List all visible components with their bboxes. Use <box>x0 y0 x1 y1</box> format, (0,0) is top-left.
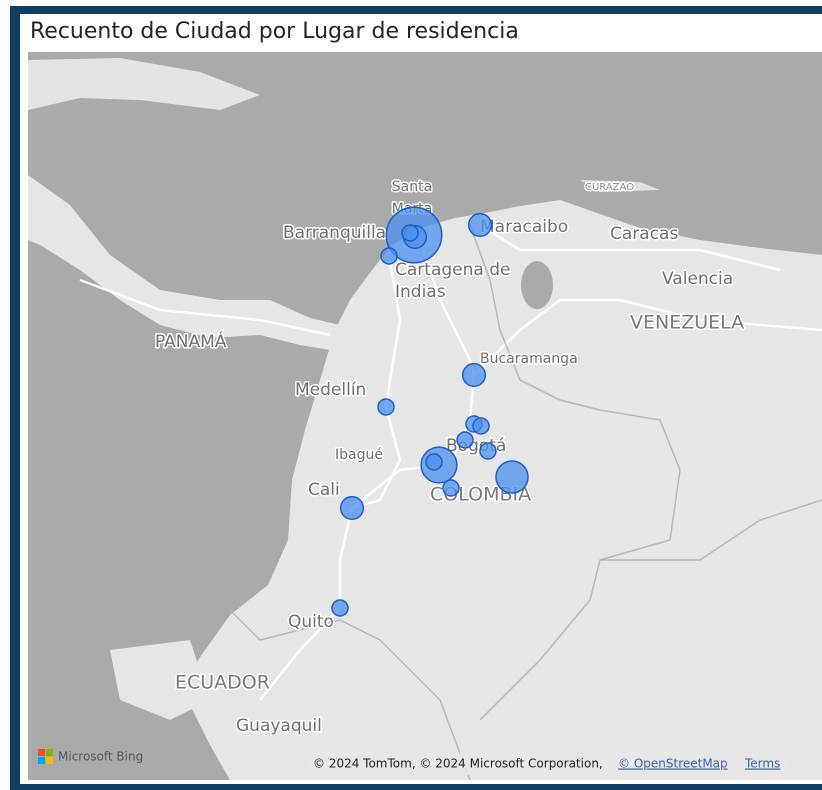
place-label: Bucaramanga <box>480 351 578 367</box>
bubbles <box>331 206 529 617</box>
bubble <box>401 224 419 242</box>
lake-maracaibo <box>521 261 553 309</box>
place-label: VENEZUELA <box>630 312 744 334</box>
attribution: © 2024 TomTom, © 2024 Microsoft Corporat… <box>313 757 603 771</box>
bubble <box>456 431 474 449</box>
bubble <box>479 442 497 460</box>
logo-square <box>38 749 45 756</box>
bubble <box>442 479 460 497</box>
place-label: Medellín <box>295 380 366 400</box>
bubble <box>380 247 398 265</box>
place-label: Cartagena de <box>395 260 510 280</box>
curazao-island <box>580 180 660 192</box>
place-label: Guayaquil <box>236 716 322 736</box>
map-labels: SantaMartaBarranquillaMaracaiboCURAZAOCa… <box>154 178 746 738</box>
roads <box>79 223 822 701</box>
logo-square <box>46 749 53 756</box>
place-label: Ibagué <box>335 447 383 463</box>
logo-square <box>38 757 45 764</box>
place-label: Cali <box>308 480 340 500</box>
brand: Microsoft Bing <box>58 750 143 764</box>
place-label: ECUADOR <box>175 672 270 694</box>
place-label: CURAZAO <box>585 182 634 193</box>
frame-top <box>10 6 822 14</box>
terms-link-text[interactable]: Terms <box>744 757 780 771</box>
frame-bottom <box>20 784 822 790</box>
place-label: Quito <box>288 612 334 632</box>
bubble <box>377 398 395 416</box>
place-label: Bogotá <box>446 436 506 456</box>
place-label: Barranquilla <box>283 223 386 243</box>
place-label: PANAMÁ <box>155 330 227 352</box>
central-america <box>28 175 340 350</box>
island <box>28 58 260 110</box>
attribution-bg <box>308 753 788 775</box>
bubble <box>425 453 443 471</box>
place-label: Valencia <box>662 269 733 289</box>
bubble <box>495 460 529 494</box>
ecuador-coast <box>110 640 210 720</box>
logo-square <box>46 757 53 764</box>
title: Recuento de Ciudad por Lugar de residenc… <box>30 19 519 44</box>
osm-link[interactable]: © OpenStreetMap <box>618 757 728 771</box>
place-label: Indias <box>395 282 446 302</box>
bubble <box>461 362 487 388</box>
place-label: Santa <box>392 179 432 195</box>
place-label: Caracas <box>610 224 678 244</box>
terms-link[interactable]: Terms <box>744 757 780 771</box>
frame-left <box>10 6 20 790</box>
bubble <box>331 599 349 617</box>
osm-link-text[interactable]: © OpenStreetMap <box>618 757 728 771</box>
borders <box>229 224 822 780</box>
map: SantaMartaBarranquillaMaracaiboCURAZAOCa… <box>28 52 822 780</box>
bubble <box>467 212 493 238</box>
bubble <box>472 417 490 435</box>
place-label: Maracaibo <box>480 217 568 237</box>
bubble <box>339 495 365 521</box>
